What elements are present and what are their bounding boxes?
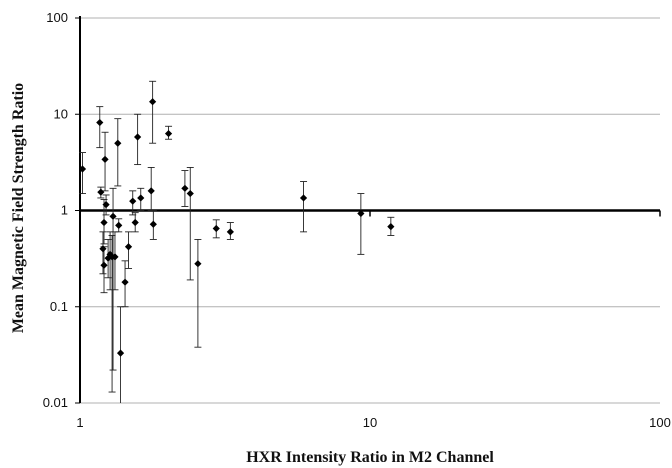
error-bar-0 xyxy=(78,152,86,195)
error-bar-31 xyxy=(300,181,308,233)
error-bar-28 xyxy=(194,239,202,348)
data-point-28 xyxy=(194,260,202,268)
data-point-32 xyxy=(357,209,365,218)
data-point-13 xyxy=(114,139,122,147)
data-point-21 xyxy=(137,194,145,202)
data-point-5 xyxy=(100,218,108,227)
data-point-4 xyxy=(100,261,108,269)
data-point-19 xyxy=(131,218,139,227)
data-point-3 xyxy=(99,245,107,253)
data-point-25 xyxy=(164,129,173,138)
data-point-18 xyxy=(129,197,137,205)
data-point-11 xyxy=(109,212,117,220)
data-point-24 xyxy=(149,220,157,228)
data-point-0 xyxy=(78,165,87,173)
data-point-9 xyxy=(106,250,114,258)
data-point-20 xyxy=(134,133,142,141)
data-point-2 xyxy=(97,188,105,196)
data-point-15 xyxy=(116,349,125,357)
data-point-30 xyxy=(226,228,234,236)
data-point-31 xyxy=(299,194,308,202)
data-point-23 xyxy=(149,98,157,106)
x-tick-label-1: 10 xyxy=(363,415,377,430)
y-axis-title: Mean Magnetic Field Strength Ratio xyxy=(10,83,27,333)
y-tick-label-2: 1 xyxy=(61,203,68,218)
data-point-26 xyxy=(181,184,189,192)
data-point-6 xyxy=(101,155,109,163)
x-tick-label-2: 100 xyxy=(649,415,671,430)
data-point-22 xyxy=(147,187,155,195)
y-tick-label-3: 10 xyxy=(54,106,68,121)
data-point-14 xyxy=(115,221,123,230)
y-tick-label-0: 0.01 xyxy=(43,395,68,410)
axes-group xyxy=(75,16,661,404)
data-point-17 xyxy=(124,243,133,251)
data-point-33 xyxy=(387,223,395,231)
data-point-12 xyxy=(111,253,119,261)
data-point-27 xyxy=(186,189,194,198)
error-bar-27 xyxy=(186,167,194,281)
tick-labels-group: 0.01 0.1 1 10 100 1 10 100 xyxy=(43,10,671,430)
error-bar-10 xyxy=(108,235,116,393)
error-bar-4 xyxy=(100,246,108,294)
error-bar-13 xyxy=(114,118,122,187)
data-point-16 xyxy=(121,278,129,286)
error-bar-1 xyxy=(96,106,104,149)
y-tick-label-4: 100 xyxy=(46,10,68,25)
grid-lines xyxy=(80,17,660,404)
data-point-7 xyxy=(102,201,110,209)
error-bars-group xyxy=(78,80,395,403)
error-bar-32 xyxy=(357,193,365,255)
data-point-1 xyxy=(96,118,104,127)
y-tick-label-1: 0.1 xyxy=(50,299,68,314)
error-bar-23 xyxy=(149,80,157,144)
data-points-group xyxy=(78,98,395,357)
x-axis-title: HXR Intensity Ratio in M2 Channel xyxy=(246,449,494,466)
data-point-29 xyxy=(212,224,220,233)
x-tick-label-0: 1 xyxy=(76,415,83,430)
